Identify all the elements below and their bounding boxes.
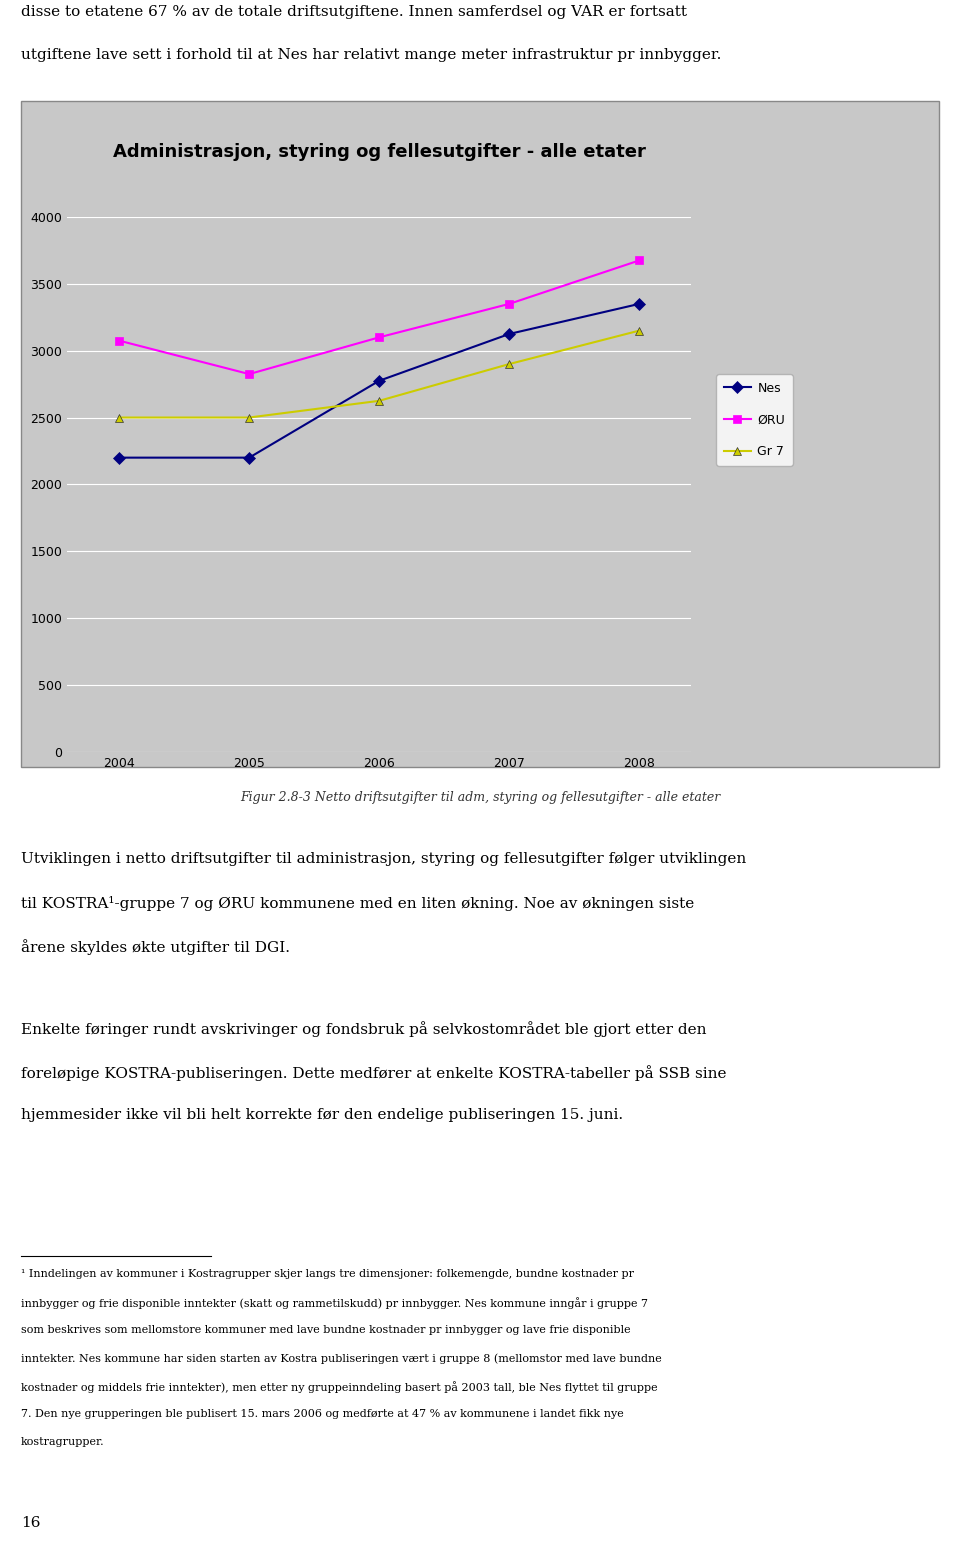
ØRU — [113, 332, 125, 350]
Nes — [244, 448, 255, 467]
Nes — [373, 372, 385, 391]
ØRU — [373, 329, 385, 347]
Text: kostragrupper.: kostragrupper. — [21, 1437, 105, 1446]
Text: til KOSTRA¹-gruppe 7 og ØRU kommunene med en liten økning. Noe av økningen siste: til KOSTRA¹-gruppe 7 og ØRU kommunene me… — [21, 896, 694, 911]
Gr 7 — [634, 321, 645, 339]
Text: inntekter. Nes kommune har siden starten av Kostra publiseringen vært i gruppe 8: inntekter. Nes kommune har siden starten… — [21, 1353, 661, 1364]
Text: Enkelte føringer rundt avskrivinger og fondsbruk på selvkostområdet ble gjort et: Enkelte føringer rundt avskrivinger og f… — [21, 1021, 707, 1037]
Line: Nes: Nes — [115, 299, 643, 462]
Nes — [113, 448, 125, 467]
ØRU — [503, 294, 515, 313]
Gr 7 — [244, 408, 255, 426]
ØRU — [244, 364, 255, 383]
Line: Gr 7: Gr 7 — [115, 327, 643, 422]
Gr 7 — [113, 408, 125, 426]
Legend: Nes, ØRU, Gr 7: Nes, ØRU, Gr 7 — [716, 375, 793, 467]
Text: som beskrives som mellomstore kommuner med lave bundne kostnader pr innbygger og: som beskrives som mellomstore kommuner m… — [21, 1325, 631, 1335]
Nes — [503, 324, 515, 343]
Text: 7. Den nye grupperingen ble publisert 15. mars 2006 og medførte at 47 % av kommu: 7. Den nye grupperingen ble publisert 15… — [21, 1409, 624, 1418]
Text: Figur 2.8-3 Netto driftsutgifter til adm, styring og fellesutgifter - alle etate: Figur 2.8-3 Netto driftsutgifter til adm… — [240, 790, 720, 803]
Text: disse to etatene 67 % av de totale driftsutgiftene. Innen samferdsel og VAR er f: disse to etatene 67 % av de totale drift… — [21, 5, 687, 19]
Text: 16: 16 — [21, 1516, 40, 1530]
Text: utgiftene lave sett i forhold til at Nes har relativt mange meter infrastruktur : utgiftene lave sett i forhold til at Nes… — [21, 48, 722, 62]
Text: hjemmesider ikke vil bli helt korrekte før den endelige publiseringen 15. juni.: hjemmesider ikke vil bli helt korrekte f… — [21, 1108, 623, 1122]
Text: innbygger og frie disponible inntekter (skatt og rammetilskudd) pr innbygger. Ne: innbygger og frie disponible inntekter (… — [21, 1297, 648, 1310]
Text: Administrasjon, styring og fellesutgifter - alle etater: Administrasjon, styring og fellesutgifte… — [112, 143, 646, 161]
Nes — [634, 294, 645, 313]
ØRU — [634, 251, 645, 270]
Text: Utviklingen i netto driftsutgifter til administrasjon, styring og fellesutgifter: Utviklingen i netto driftsutgifter til a… — [21, 853, 746, 866]
Text: foreløpige KOSTRA-publiseringen. Dette medfører at enkelte KOSTRA-tabeller på SS: foreløpige KOSTRA-publiseringen. Dette m… — [21, 1065, 727, 1080]
Line: ØRU: ØRU — [115, 256, 643, 378]
Text: ¹ Inndelingen av kommuner i Kostragrupper skjer langs tre dimensjoner: folkemeng: ¹ Inndelingen av kommuner i Kostragruppe… — [21, 1269, 635, 1279]
Text: årene skyldes økte utgifter til DGI.: årene skyldes økte utgifter til DGI. — [21, 939, 290, 955]
Gr 7 — [503, 355, 515, 374]
Gr 7 — [373, 392, 385, 411]
Text: kostnader og middels frie inntekter), men etter ny gruppeinndeling basert på 200: kostnader og middels frie inntekter), me… — [21, 1381, 658, 1393]
